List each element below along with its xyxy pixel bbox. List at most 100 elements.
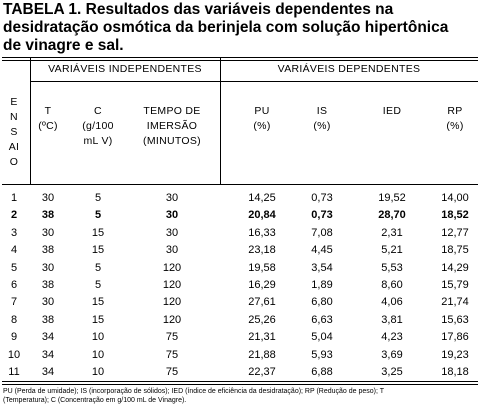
- cell: 10: [91, 331, 105, 344]
- cell: 75: [165, 331, 179, 344]
- cell: 6: [10, 279, 18, 291]
- column-header: (%): [253, 120, 271, 132]
- cell: 38: [41, 313, 55, 326]
- cell: 17,86: [441, 331, 469, 344]
- column-header: (ºC): [38, 120, 58, 132]
- cell: 9: [10, 331, 18, 344]
- cell: 75: [165, 348, 179, 361]
- cell: 4: [10, 244, 18, 257]
- cell: 1: [10, 192, 18, 204]
- cell: 10: [91, 366, 105, 378]
- cell: 6,88: [311, 366, 333, 378]
- ensaio-header: E: [10, 96, 18, 108]
- cell: 23,18: [248, 244, 276, 257]
- cell: 30: [41, 226, 55, 239]
- cell: 15: [91, 244, 105, 257]
- cell: 15: [91, 226, 105, 239]
- cell: 2,31: [381, 226, 403, 239]
- column-header: PU: [254, 105, 270, 117]
- cell: 5,53: [381, 261, 403, 274]
- cell: 15: [91, 313, 105, 326]
- cell: 3,25: [381, 366, 403, 378]
- cell: 22,37: [248, 366, 276, 378]
- cell: 7,08: [311, 226, 333, 239]
- column-header: (g/100: [82, 120, 114, 132]
- cell: 19,58: [248, 261, 276, 274]
- cell: 2: [10, 209, 18, 222]
- cell: 28,70: [378, 209, 406, 222]
- cell: 11: [8, 366, 20, 378]
- group-header: VARIÁVEIS DEPENDENTES: [277, 63, 421, 75]
- footnote: (Temperatura); C (Concentração em g/100 …: [3, 397, 187, 404]
- cell: 21,31: [248, 331, 276, 344]
- cell: 21,74: [441, 296, 469, 309]
- column-header: RP: [447, 105, 463, 117]
- cell: 7: [10, 296, 18, 309]
- cell: 5: [94, 192, 102, 204]
- cell: 18,52: [441, 209, 469, 222]
- cell: 10: [91, 348, 105, 361]
- cell: 3,54: [311, 261, 333, 274]
- cell: 30: [165, 244, 179, 257]
- ensaio-header: AI: [8, 141, 20, 153]
- cell: 3: [10, 226, 18, 239]
- cell: 16,33: [248, 226, 276, 239]
- column-header: (%): [446, 120, 464, 132]
- cell: 75: [165, 366, 179, 378]
- cell: 15,63: [441, 313, 469, 326]
- cell: 34: [41, 348, 55, 361]
- rule: [2, 60, 478, 61]
- rule: [30, 58, 31, 184]
- rule: [2, 184, 478, 185]
- cell: 16,29: [248, 279, 276, 291]
- cell: 30: [41, 296, 55, 309]
- cell: 4,45: [311, 244, 333, 257]
- cell: 30: [165, 226, 179, 239]
- cell: 6,80: [311, 296, 333, 309]
- cell: 8: [10, 313, 18, 326]
- cell: 14,25: [248, 192, 276, 204]
- cell: 15,79: [441, 279, 469, 291]
- cell: 30: [41, 261, 55, 274]
- rule: [2, 57, 478, 58]
- cell: 4,23: [381, 331, 403, 344]
- rule: [2, 381, 478, 382]
- cell: 5: [94, 261, 102, 274]
- title-line: de vinagre e sal.: [3, 37, 124, 54]
- column-header: IMERSÃO: [146, 120, 198, 132]
- cell: 0,73: [311, 209, 333, 222]
- rule: [220, 58, 221, 184]
- cell: 14,00: [441, 192, 469, 204]
- group-header: VARIÁVEIS INDEPENDENTES: [48, 63, 202, 75]
- cell: 120: [162, 296, 182, 309]
- title-line: desidratação osmótica da berinjela com s…: [3, 19, 449, 36]
- cell: 38: [41, 244, 55, 257]
- cell: 120: [162, 279, 182, 291]
- column-header: mL V): [83, 135, 113, 147]
- footnote: PU (Perda de umidade); IS (incorporação …: [3, 388, 385, 395]
- cell: 3,69: [381, 348, 403, 361]
- cell: 5,21: [381, 244, 403, 257]
- cell: 8,60: [381, 279, 403, 291]
- cell: 19,52: [378, 192, 406, 204]
- cell: 21,88: [248, 348, 276, 361]
- ensaio-header: N: [10, 111, 18, 123]
- cell: 14,29: [441, 261, 469, 274]
- cell: 120: [162, 313, 182, 326]
- cell: 30: [41, 192, 55, 204]
- column-header: T: [44, 105, 52, 117]
- column-header: (MINUTOS): [143, 135, 201, 147]
- cell: 12,77: [441, 226, 469, 239]
- cell: 5: [94, 209, 102, 222]
- cell: 19,23: [441, 348, 469, 361]
- cell: 5,04: [311, 331, 333, 344]
- rule: [2, 384, 478, 385]
- column-header: TEMPO DE: [143, 105, 201, 117]
- cell: 30: [165, 192, 179, 204]
- cell: 18,75: [441, 244, 469, 257]
- cell: 27,61: [248, 296, 276, 309]
- cell: 20,84: [248, 209, 276, 222]
- cell: 34: [41, 366, 55, 378]
- cell: 34: [41, 331, 55, 344]
